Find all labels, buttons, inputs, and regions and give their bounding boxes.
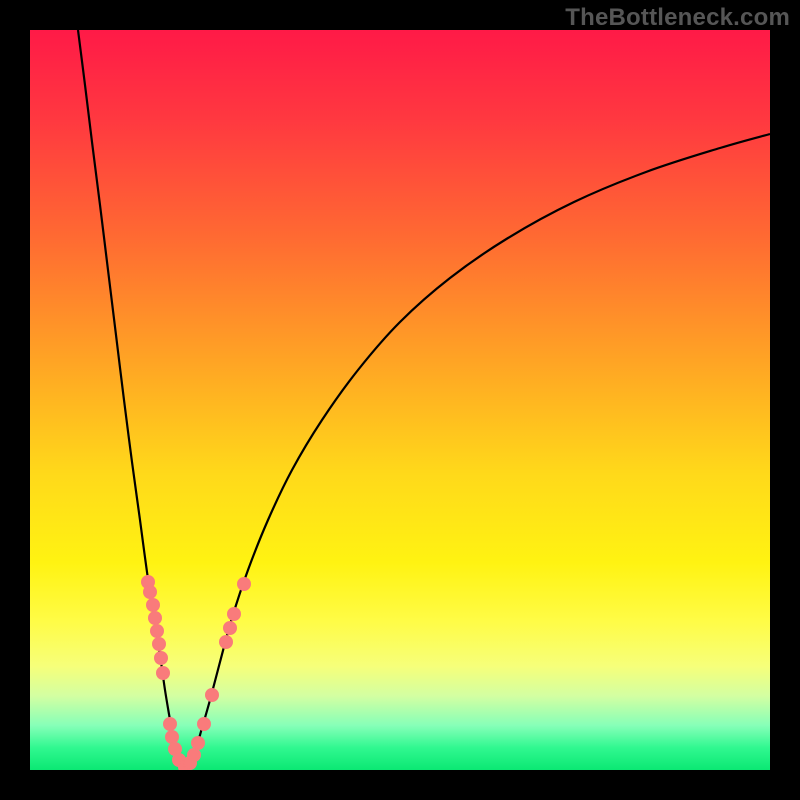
watermark-text: TheBottleneck.com: [565, 4, 790, 32]
data-marker: [192, 737, 205, 750]
bottleneck-chart: [30, 30, 770, 770]
data-marker: [206, 689, 219, 702]
data-marker: [164, 718, 177, 731]
data-marker: [188, 749, 201, 762]
data-marker: [198, 718, 211, 731]
data-marker: [166, 731, 179, 744]
data-marker: [238, 578, 251, 591]
data-marker: [149, 612, 162, 625]
bottleneck-chart-frame: { "watermark": { "text": "TheBottleneck.…: [0, 0, 800, 800]
data-marker: [144, 586, 157, 599]
data-marker: [157, 667, 170, 680]
data-marker: [153, 638, 166, 651]
data-marker: [224, 622, 237, 635]
plot-background: [30, 30, 770, 770]
data-marker: [147, 599, 160, 612]
data-marker: [155, 652, 168, 665]
data-marker: [220, 636, 233, 649]
data-marker: [151, 625, 164, 638]
data-marker: [228, 608, 241, 621]
